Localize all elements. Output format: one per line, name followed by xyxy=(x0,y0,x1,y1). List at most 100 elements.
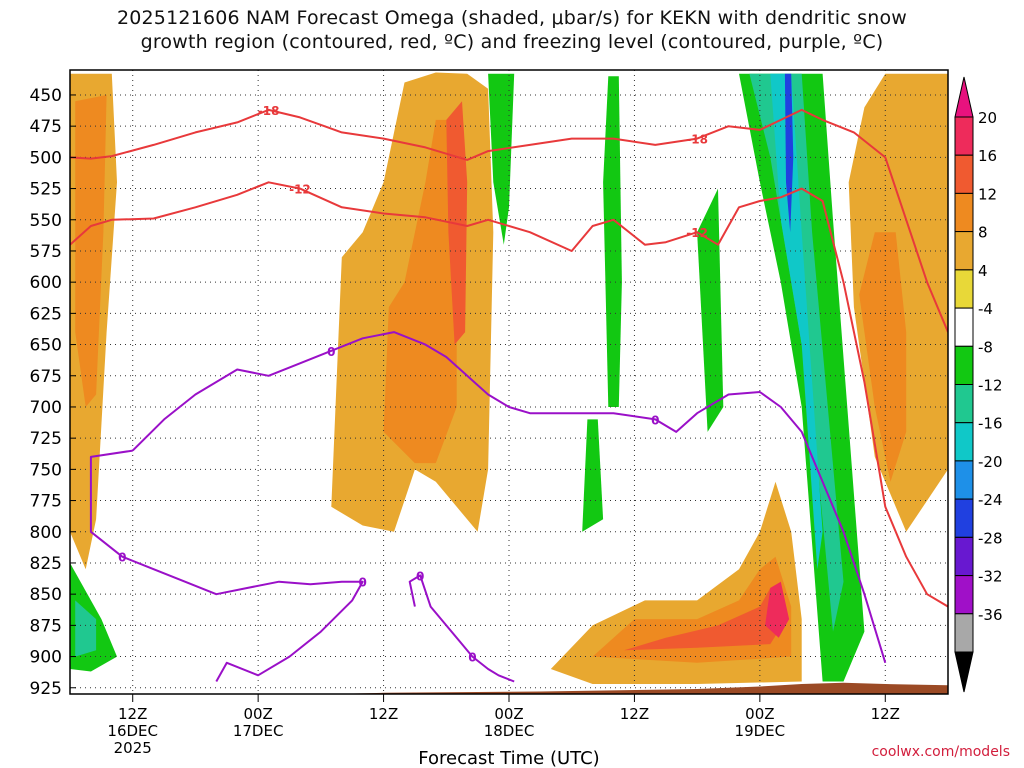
x-tick-date-66: 19DEC xyxy=(735,722,786,740)
y-tick-label-500: 500 xyxy=(30,148,62,168)
x-tick-label-30: 12Z xyxy=(369,705,398,723)
x-tick-label-66: 00Z xyxy=(745,705,774,723)
x-tick-label-18: 00Z xyxy=(243,705,272,723)
gridlines xyxy=(70,70,948,694)
y-tick-label-875: 875 xyxy=(30,616,62,636)
y-tick-label-925: 925 xyxy=(30,679,62,699)
omega-region-8 xyxy=(765,581,790,638)
freezing-contour-label-1-1: 0 xyxy=(358,576,366,590)
freezing-contour-label-1-0: 0 xyxy=(118,551,126,565)
dgz-contour-1 xyxy=(70,181,948,608)
omega-region-3 xyxy=(383,119,457,464)
y-tick-label-650: 650 xyxy=(30,336,62,356)
x-tick-label-54: 12Z xyxy=(620,705,649,723)
colorbar-label-3: 8 xyxy=(978,224,988,242)
omega-shading xyxy=(70,72,948,684)
colorbar-band-6 xyxy=(954,345,974,385)
freezing-contour-label-2-0: 0 xyxy=(416,569,424,583)
colorbar-label-7: -12 xyxy=(978,377,1003,395)
y-tick-label-600: 600 xyxy=(30,273,62,293)
colorbar-label-4: 4 xyxy=(978,262,988,280)
y-tick-label-825: 825 xyxy=(30,554,62,574)
x-axis-label: Forecast Time (UTC) xyxy=(418,748,599,768)
colorbar-band-0 xyxy=(954,116,974,156)
omega-region-14 xyxy=(697,188,724,432)
colorbar-band-11 xyxy=(954,536,974,577)
colorbar-label-10: -24 xyxy=(978,491,1003,509)
freezing-contour-1 xyxy=(89,449,364,682)
colorbar-top-arrow xyxy=(954,76,974,118)
colorbar-band-4 xyxy=(954,269,974,309)
y-tick-label-775: 775 xyxy=(30,492,62,512)
colorbar-band-5 xyxy=(954,307,974,347)
colorbar-label-2: 12 xyxy=(978,185,997,203)
colorbar-label-0: 20 xyxy=(978,109,997,127)
x-tick-year-6: 2025 xyxy=(114,739,152,757)
omega-region-7 xyxy=(624,587,786,651)
omega-region-10 xyxy=(859,232,907,482)
omega-region-11 xyxy=(488,73,515,245)
colorbar-band-12 xyxy=(954,575,974,615)
colorbar-band-7 xyxy=(954,384,974,424)
dgz-contour-label-1-0: -12 xyxy=(289,183,311,197)
y-tick-label-475: 475 xyxy=(30,117,62,137)
y-tick-label-800: 800 xyxy=(30,523,62,543)
x-tick-date-18: 17DEC xyxy=(233,722,284,740)
colorbar-label-5: -4 xyxy=(978,300,993,318)
y-tick-label-900: 900 xyxy=(30,648,62,668)
colorbar-label-6: -8 xyxy=(978,338,993,356)
colorbar-band-8 xyxy=(954,422,974,462)
omega-region-17 xyxy=(770,73,823,570)
omega-region-13 xyxy=(603,76,622,407)
y-tick-label-575: 575 xyxy=(30,242,62,262)
x-tick-label-42: 00Z xyxy=(494,705,523,723)
y-tick-label-450: 450 xyxy=(30,86,62,106)
x-tick-date-42: 18DEC xyxy=(484,722,535,740)
y-tick-label-525: 525 xyxy=(30,180,62,200)
dgz-contour-0 xyxy=(70,108,948,333)
freezing-contour-0 xyxy=(131,331,887,664)
y-tick-label-625: 625 xyxy=(30,304,62,324)
colorbar-label-8: -16 xyxy=(978,415,1003,433)
colorbar-label-11: -28 xyxy=(978,529,1003,547)
dgz-contour-label-0-1: -18 xyxy=(686,133,708,147)
colorbar: 20 16 12 8 4 -4 -8 -12 -16 -20 -24 -28 -32 -36 xyxy=(954,76,1003,693)
y-tick-label-550: 550 xyxy=(30,211,62,231)
freezing-contour-2 xyxy=(408,574,515,683)
y-tick-label-700: 700 xyxy=(30,398,62,418)
colorbar-band-9 xyxy=(954,460,974,500)
colorbar-label-13: -36 xyxy=(978,606,1003,624)
x-tick-label-78: 12Z xyxy=(871,705,900,723)
colorbar-band-1 xyxy=(954,154,974,194)
y-tick-label-725: 725 xyxy=(30,429,62,449)
dgz-contour-label-0-0: -18 xyxy=(258,104,280,118)
colorbar-band-10 xyxy=(954,498,974,538)
freezing-contour-label-0-1: 0 xyxy=(651,413,659,427)
colorbar-label-12: -32 xyxy=(978,568,1003,586)
colorbar-band-3 xyxy=(954,231,974,271)
x-tick-label-6: 12Z xyxy=(118,705,147,723)
freezing-contour-label-0-0: 0 xyxy=(327,345,335,359)
freezing-contour-label-2-1: 0 xyxy=(468,651,476,665)
colorbar-band-2 xyxy=(954,192,974,233)
contours: -18 -18 -12 -12 0 0 0 0 0 0 xyxy=(70,104,948,683)
y-axis: 450 475 500 525 550 575 600 625 650 675 700 725 750 7… xyxy=(30,86,76,699)
y-tick-label-850: 850 xyxy=(30,585,62,605)
colorbar-label-1: 16 xyxy=(978,147,997,165)
chart-title: 2025121606 NAM Forecast Omega (shaded, μ… xyxy=(0,6,1024,54)
omega-region-20 xyxy=(75,600,97,657)
omega-region-12 xyxy=(582,419,604,532)
credit-link[interactable]: coolwx.com/models xyxy=(871,744,1010,760)
title-line-2: growth region (contoured, red, ºC) and f… xyxy=(140,31,884,53)
colorbar-band-13 xyxy=(954,613,974,653)
x-tick-date-6: 16DEC xyxy=(107,722,158,740)
dgz-contour-label-1-1: -12 xyxy=(686,226,708,240)
title-line-1: 2025121606 NAM Forecast Omega (shaded, μ… xyxy=(116,7,908,29)
y-tick-label-750: 750 xyxy=(30,460,62,480)
terrain-fill xyxy=(70,682,948,694)
terrain xyxy=(70,682,948,694)
colorbar-bottom-arrow xyxy=(954,651,974,693)
y-tick-label-675: 675 xyxy=(30,367,62,387)
